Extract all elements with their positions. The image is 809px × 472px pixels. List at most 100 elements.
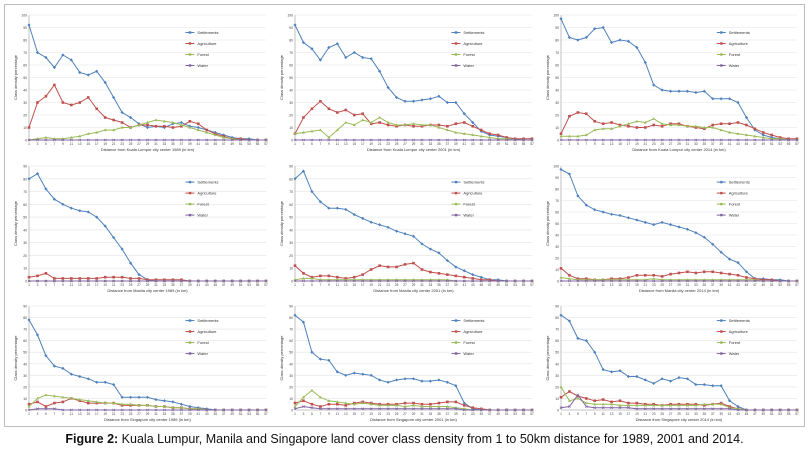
data-point-forest (685, 124, 689, 128)
x-axis-title: Distance from Singapore city center 2001… (370, 417, 457, 422)
x-tick-label: 31 (154, 142, 158, 146)
data-point-forest (626, 122, 630, 125)
x-tick-label: 13 (344, 283, 348, 287)
data-point-agriculture (78, 101, 82, 104)
x-axis-title: Distance from Kuala Lumpur city center 1… (101, 147, 195, 152)
x-tick-label: 33 (163, 142, 167, 146)
y-tick-label: 60 (289, 339, 293, 343)
data-point-forest (601, 402, 605, 406)
x-tick-label: 55 (522, 142, 526, 146)
y-axis-title: Class density percentage (545, 200, 550, 246)
x-axis-title: Distance from Kuala Lumpur city center 2… (367, 147, 461, 152)
data-point-water (188, 138, 192, 142)
data-point-water (795, 279, 799, 283)
data-point-forest (744, 133, 748, 137)
data-point-forest (428, 123, 432, 127)
legend-marker (454, 42, 458, 45)
data-point-agriculture (319, 99, 322, 103)
data-point-water (205, 408, 209, 412)
data-point-settlements (428, 97, 433, 101)
y-tick-label: 10 (23, 397, 27, 401)
data-point-forest (27, 404, 31, 408)
y-tick-label: 80 (23, 316, 27, 320)
data-point-water (395, 138, 398, 142)
data-point-water (247, 408, 251, 412)
legend-label: Forest (463, 340, 475, 345)
x-tick-label: 23 (652, 283, 656, 287)
data-point-agriculture (44, 94, 48, 98)
data-point-water (559, 279, 563, 283)
data-point-water (378, 407, 382, 411)
x-tick-label: 25 (660, 412, 664, 416)
data-point-water (454, 138, 458, 142)
y-tick-label: 20 (555, 385, 559, 389)
data-point-agriculture (593, 119, 597, 123)
x-tick-label: 53 (513, 283, 517, 287)
data-point-water (52, 407, 56, 411)
x-tick-label: 25 (395, 283, 399, 287)
y-tick-label: 30 (23, 241, 27, 245)
x-tick-label: 53 (513, 412, 517, 416)
y-tick-label: 90 (23, 26, 27, 30)
data-point-settlements (196, 125, 200, 130)
data-point-settlements (344, 373, 348, 377)
data-point-water (778, 138, 782, 142)
data-point-water (293, 407, 297, 411)
data-point-forest (412, 403, 415, 407)
y-tick-label: 90 (555, 305, 559, 309)
data-point-agriculture (446, 124, 449, 128)
data-point-water (471, 138, 475, 142)
data-point-settlements (103, 380, 107, 384)
data-point-settlements (293, 313, 297, 317)
y-tick-label: 80 (555, 188, 559, 192)
data-point-water (352, 279, 356, 283)
y-tick-label: 30 (555, 101, 559, 105)
x-tick-label: 15 (352, 412, 356, 416)
legend-marker (720, 213, 723, 217)
y-tick-label: 90 (289, 26, 293, 30)
data-point-forest (154, 118, 158, 122)
x-tick-label: 17 (627, 142, 631, 146)
data-point-forest (78, 398, 82, 401)
data-point-water (568, 405, 571, 408)
data-point-water (205, 279, 209, 283)
y-tick-label: 0 (25, 139, 27, 143)
data-point-water (188, 279, 192, 283)
data-point-agriculture (95, 277, 99, 280)
data-point-forest (310, 388, 314, 392)
x-tick-label: 21 (644, 142, 648, 146)
x-tick-label: 3 (303, 142, 305, 146)
data-point-agriculture (584, 112, 588, 116)
data-point-forest (471, 133, 475, 137)
data-point-settlements (593, 350, 597, 354)
data-point-water (196, 279, 200, 283)
data-point-water (488, 408, 492, 412)
y-tick-label: 60 (23, 339, 27, 343)
data-point-forest (386, 403, 390, 407)
data-point-agriculture (719, 271, 723, 275)
data-point-forest (576, 134, 580, 138)
y-tick-label: 40 (23, 362, 27, 366)
data-point-forest (437, 125, 441, 129)
data-point-agriculture (568, 114, 571, 118)
data-point-settlements (179, 120, 183, 125)
data-point-water (146, 138, 149, 142)
x-tick-label: 45 (479, 283, 483, 287)
legend-label: Settlements (197, 318, 218, 323)
data-point-water (86, 279, 90, 283)
x-tick-label: 21 (112, 142, 116, 146)
legend-marker (188, 31, 192, 34)
y-tick-label: 100 (21, 14, 27, 18)
x-tick-label: 51 (239, 142, 243, 146)
x-tick-label: 41 (463, 142, 467, 146)
x-tick-label: 39 (454, 283, 458, 287)
data-point-settlements (293, 23, 297, 27)
data-point-water (669, 407, 672, 411)
y-tick-label: 70 (23, 190, 27, 194)
data-point-water (445, 279, 449, 283)
x-axis-title: Distance from Manila city center 2001 (i… (373, 288, 454, 293)
x-tick-label: 37 (180, 283, 184, 287)
data-point-agriculture (319, 405, 322, 408)
legend-label: Forest (197, 52, 209, 57)
